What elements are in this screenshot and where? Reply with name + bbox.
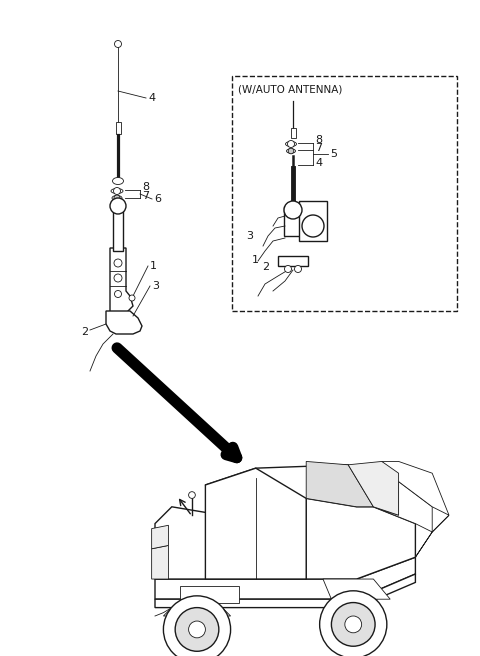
- Bar: [113, 207, 123, 251]
- Circle shape: [288, 148, 294, 154]
- Text: 7: 7: [315, 143, 322, 153]
- Circle shape: [302, 215, 324, 237]
- Ellipse shape: [111, 188, 123, 194]
- Polygon shape: [205, 468, 306, 579]
- Polygon shape: [306, 461, 373, 507]
- Bar: [284, 206, 302, 236]
- Text: (W/AUTO ANTENNA): (W/AUTO ANTENNA): [238, 84, 342, 94]
- Bar: [232, 76, 457, 311]
- Polygon shape: [152, 545, 168, 579]
- Text: 3: 3: [152, 281, 159, 291]
- Text: 2: 2: [81, 327, 88, 337]
- Polygon shape: [222, 499, 306, 579]
- Polygon shape: [110, 248, 133, 321]
- Circle shape: [175, 607, 219, 651]
- Text: 6: 6: [154, 194, 161, 204]
- Polygon shape: [152, 525, 168, 549]
- Polygon shape: [348, 461, 398, 515]
- Circle shape: [163, 596, 230, 656]
- Polygon shape: [205, 465, 373, 515]
- Circle shape: [110, 198, 126, 214]
- Text: 1: 1: [252, 255, 259, 265]
- Text: 5: 5: [330, 149, 337, 159]
- Circle shape: [189, 621, 205, 638]
- Bar: [290, 128, 296, 138]
- Circle shape: [288, 140, 295, 148]
- Circle shape: [284, 201, 302, 219]
- Polygon shape: [382, 461, 449, 515]
- Text: 3: 3: [246, 231, 253, 241]
- Polygon shape: [415, 515, 449, 557]
- Text: 8: 8: [142, 182, 149, 192]
- Circle shape: [114, 195, 120, 201]
- Circle shape: [331, 603, 375, 646]
- Ellipse shape: [112, 195, 122, 201]
- Polygon shape: [155, 507, 222, 579]
- Polygon shape: [106, 311, 142, 334]
- Text: 8: 8: [315, 135, 322, 145]
- Ellipse shape: [286, 142, 297, 146]
- Bar: [278, 256, 308, 266]
- Polygon shape: [155, 557, 415, 599]
- Circle shape: [345, 616, 361, 633]
- Circle shape: [114, 274, 122, 282]
- Circle shape: [129, 295, 135, 301]
- Polygon shape: [323, 579, 390, 599]
- Circle shape: [285, 266, 291, 272]
- Text: 2: 2: [262, 262, 269, 272]
- Circle shape: [114, 259, 122, 267]
- Ellipse shape: [287, 149, 296, 154]
- Ellipse shape: [112, 178, 123, 184]
- Polygon shape: [373, 482, 432, 532]
- Circle shape: [189, 492, 195, 499]
- Text: 7: 7: [142, 191, 149, 201]
- Polygon shape: [155, 574, 415, 607]
- Polygon shape: [180, 586, 239, 603]
- Circle shape: [295, 266, 301, 272]
- Circle shape: [113, 188, 120, 194]
- Polygon shape: [163, 607, 230, 616]
- Polygon shape: [306, 499, 415, 579]
- Circle shape: [115, 41, 121, 47]
- Bar: [116, 122, 120, 134]
- Text: 4: 4: [315, 158, 322, 168]
- Text: 4: 4: [148, 93, 155, 103]
- Bar: [299, 201, 327, 241]
- Circle shape: [320, 591, 387, 656]
- Circle shape: [115, 291, 121, 298]
- FancyArrowPatch shape: [117, 348, 237, 458]
- Text: 1: 1: [150, 261, 157, 271]
